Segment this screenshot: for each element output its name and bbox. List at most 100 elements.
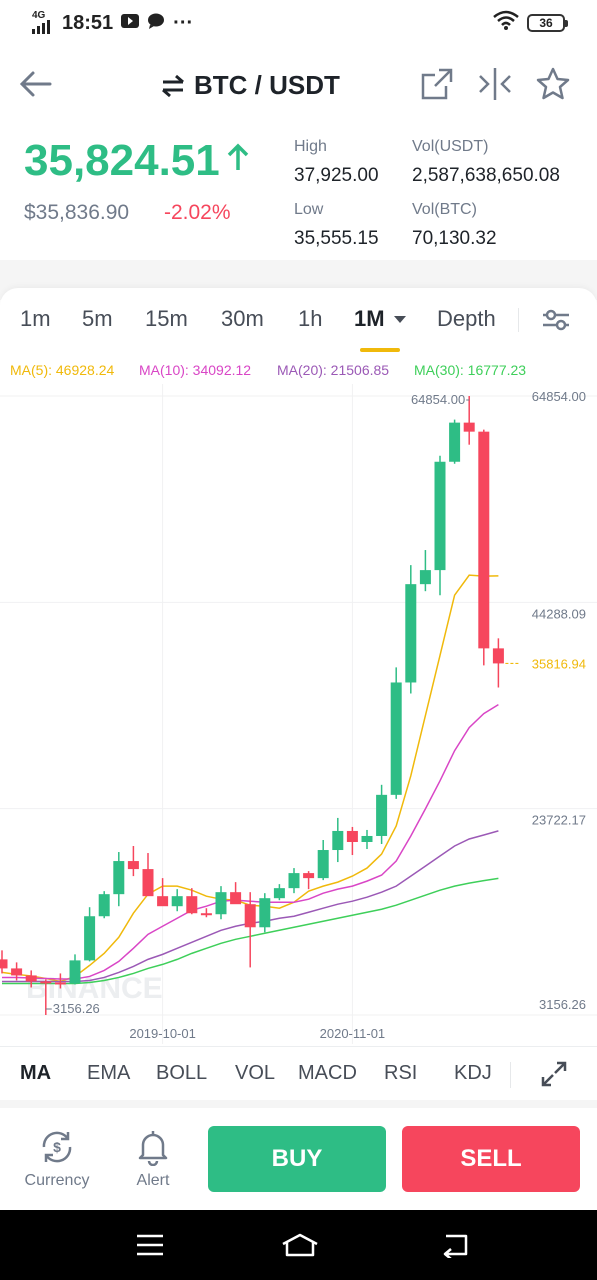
watermark: BINANCE bbox=[26, 972, 163, 1005]
tab-depth[interactable]: Depth bbox=[437, 306, 496, 331]
indicator-ma[interactable]: MA bbox=[20, 1062, 52, 1084]
candle-body bbox=[40, 981, 52, 984]
candle-body bbox=[98, 894, 110, 917]
tab-1h[interactable]: 1h bbox=[298, 306, 323, 331]
vol-btc-value: 70,130.32 bbox=[412, 228, 497, 249]
indicator-kdj[interactable]: KDJ bbox=[454, 1062, 492, 1084]
candle-body bbox=[69, 960, 81, 984]
candle-body bbox=[200, 913, 212, 916]
tab-1M[interactable]: 1M bbox=[354, 306, 407, 332]
youtube-icon bbox=[121, 12, 140, 35]
split-screen-icon[interactable] bbox=[477, 66, 513, 102]
candle-body bbox=[244, 904, 256, 928]
clock: 18:51 bbox=[62, 11, 114, 34]
favorite-star-icon[interactable] bbox=[535, 66, 571, 102]
candle-body bbox=[0, 959, 8, 969]
network-type: 4G bbox=[32, 10, 46, 21]
active-tab-indicator bbox=[360, 348, 400, 352]
candle-body bbox=[405, 584, 417, 683]
currency-label: Currency bbox=[24, 1172, 90, 1189]
y-tick-label: 44288.09 bbox=[532, 606, 586, 621]
indicator-tabs: MA EMA BOLL VOL MACD RSI KDJ bbox=[0, 1060, 597, 1092]
back-arrow-icon[interactable] bbox=[18, 66, 54, 102]
action-bar: $ Currency Alert BUY SELL bbox=[0, 1108, 597, 1210]
indicator-vol[interactable]: VOL bbox=[235, 1062, 276, 1084]
candle-body bbox=[11, 968, 23, 976]
candle-body bbox=[419, 570, 431, 585]
interval-tabs: 1m 5m 15m 30m 1h 1M Depth bbox=[0, 306, 597, 352]
tab-1m[interactable]: 1m bbox=[20, 306, 51, 331]
chart-settings-icon[interactable] bbox=[540, 306, 572, 339]
indicator-ema[interactable]: EMA bbox=[87, 1062, 131, 1084]
share-icon[interactable] bbox=[419, 66, 455, 102]
candle-body bbox=[390, 682, 402, 795]
currency-icon: $ bbox=[42, 1131, 72, 1163]
cellular-signal-icon: 4G bbox=[32, 10, 54, 36]
app-header: BTC / USDT bbox=[0, 56, 597, 116]
tab-separator bbox=[518, 308, 519, 332]
back-nav-icon[interactable] bbox=[440, 1232, 470, 1263]
last-price: 35,824.51 bbox=[24, 136, 250, 186]
tab-30m[interactable]: 30m bbox=[221, 306, 264, 331]
high-value: 37,925.00 bbox=[294, 165, 379, 186]
candle-body bbox=[230, 892, 242, 905]
tab-15m[interactable]: 15m bbox=[145, 306, 188, 331]
candle-body bbox=[449, 422, 461, 462]
candle-body bbox=[332, 830, 344, 851]
menu-icon[interactable] bbox=[135, 1232, 165, 1263]
y-tick-label: 23722.17 bbox=[532, 813, 586, 828]
candle-body bbox=[215, 892, 227, 915]
candle-body bbox=[361, 835, 373, 842]
tab-5m[interactable]: 5m bbox=[82, 306, 113, 331]
candle-body bbox=[142, 869, 154, 897]
vol-usdt-stat: Vol(USDT) 2,587,638,650.08 bbox=[412, 138, 560, 187]
candle-body bbox=[186, 896, 198, 914]
axis-labels: 64854.00 44288.09 23722.17 3156.26 2019-10-0… bbox=[45, 389, 586, 1041]
indicator-rsi[interactable]: RSI bbox=[384, 1062, 418, 1084]
wifi-icon bbox=[493, 10, 519, 36]
y-tick-label: 3156.26 bbox=[539, 997, 586, 1012]
low-value: 35,555.15 bbox=[294, 228, 379, 249]
sell-button[interactable]: SELL bbox=[402, 1126, 580, 1192]
candle-body bbox=[376, 794, 388, 836]
candle-body bbox=[157, 896, 169, 907]
high-label: High bbox=[294, 138, 327, 155]
svg-text:$: $ bbox=[53, 1139, 61, 1155]
ma10-legend: MA(10): 34092.12 bbox=[139, 362, 252, 378]
candle-body bbox=[127, 861, 139, 870]
currency-button[interactable]: $ Currency bbox=[22, 1128, 92, 1190]
candlestick-chart[interactable]: BINANCE 64854.00 44288.09 23722.17 3156.26 2… bbox=[0, 384, 597, 1044]
fullscreen-icon[interactable] bbox=[540, 1060, 568, 1093]
up-arrow-icon bbox=[226, 142, 250, 180]
candle-body bbox=[463, 422, 475, 432]
alert-button[interactable]: Alert bbox=[126, 1128, 180, 1190]
status-bar: 4G 18:51 ··· 36 bbox=[0, 0, 597, 46]
x-tick-label: 2020-11-01 bbox=[320, 1026, 386, 1041]
x-tick-label: 2019-10-01 bbox=[129, 1026, 196, 1041]
vol-usdt-value: 2,587,638,650.08 bbox=[412, 165, 560, 186]
candles bbox=[0, 396, 504, 1015]
buy-button[interactable]: BUY bbox=[208, 1126, 386, 1192]
low-stat: Low 35,555.15 bbox=[294, 201, 379, 250]
last-price-label: 35816.94 bbox=[532, 656, 586, 671]
low-label: Low bbox=[294, 201, 324, 218]
indicator-macd[interactable]: MACD bbox=[298, 1062, 357, 1084]
vol-usdt-label: Vol(USDT) bbox=[412, 138, 489, 155]
chart-grid bbox=[0, 384, 597, 1044]
candle-body bbox=[84, 916, 96, 961]
candle-body bbox=[288, 873, 300, 889]
last-price-value: 35,824.51 bbox=[24, 136, 220, 185]
candle-body bbox=[492, 648, 504, 664]
vol-btc-stat: Vol(BTC) 70,130.32 bbox=[412, 201, 497, 250]
home-icon[interactable] bbox=[280, 1232, 320, 1263]
chat-bubble-icon bbox=[147, 12, 165, 35]
ma20-legend: MA(20): 21506.85 bbox=[277, 362, 390, 378]
indicator-boll[interactable]: BOLL bbox=[156, 1062, 208, 1084]
candle-body bbox=[434, 461, 446, 571]
low-marker-label: 3156.26 bbox=[53, 1001, 100, 1016]
ma30-legend: MA(30): 16777.23 bbox=[414, 362, 527, 378]
swap-icon bbox=[162, 74, 184, 97]
chart-panel bbox=[0, 288, 597, 1112]
y-tick-label: 64854.00 bbox=[532, 389, 586, 404]
pair-selector[interactable]: BTC / USDT bbox=[160, 70, 340, 101]
